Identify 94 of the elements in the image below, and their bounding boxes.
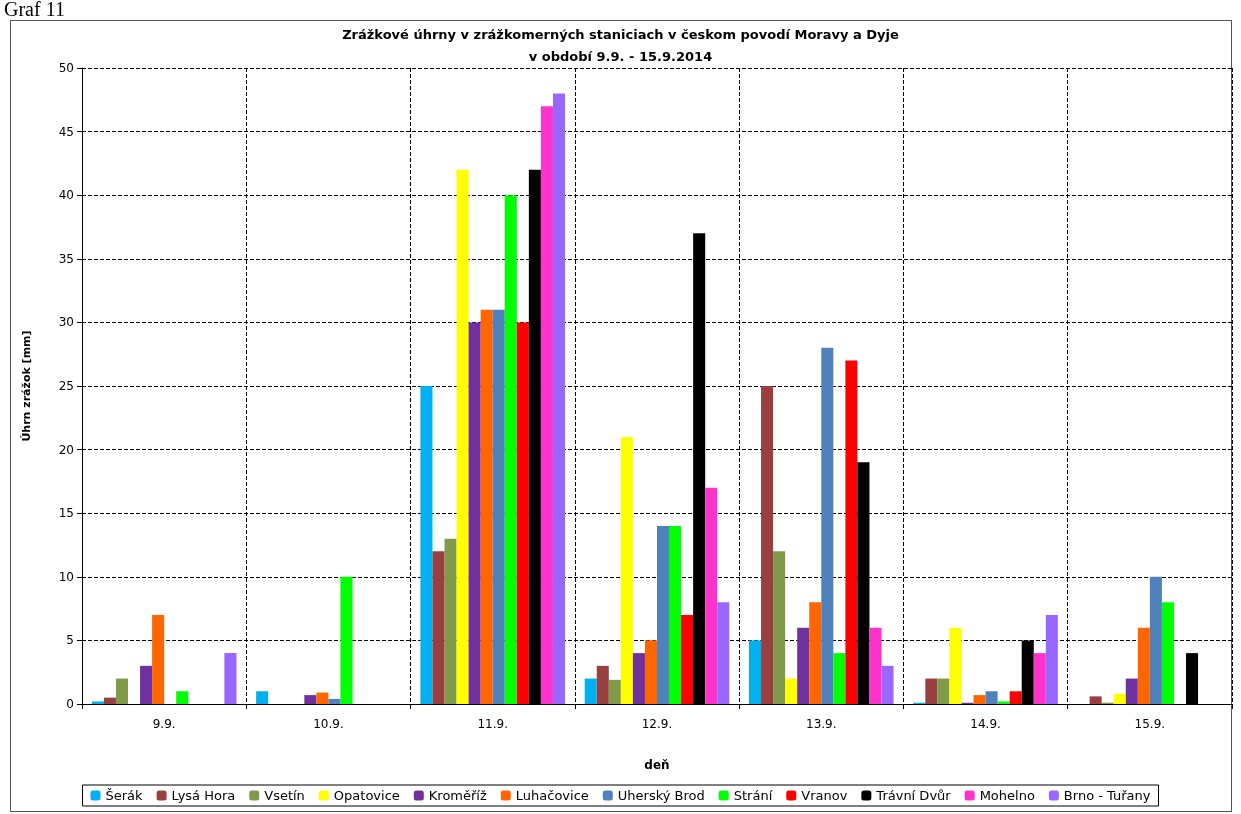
y-tick-label: 10 <box>58 569 74 584</box>
x-axis-title: deň <box>644 758 670 772</box>
y-tick-label: 5 <box>66 633 74 648</box>
bar <box>608 679 621 704</box>
bar <box>176 691 189 704</box>
bar <box>552 93 565 704</box>
bar <box>845 360 858 704</box>
bar <box>985 691 998 704</box>
bar <box>492 309 505 704</box>
x-tick-label: 15.9. <box>1134 717 1166 731</box>
x-tick-label: 9.9. <box>152 717 176 731</box>
text: Graf 11 <box>4 0 65 21</box>
bar <box>596 665 609 704</box>
bar <box>949 627 962 704</box>
bar <box>1149 576 1162 704</box>
bar <box>1113 693 1126 704</box>
bar <box>717 602 730 704</box>
bar <box>1137 627 1150 704</box>
bar <box>705 487 718 704</box>
bar <box>152 614 165 704</box>
legend-label: Vranov <box>801 788 848 803</box>
bar <box>881 665 894 704</box>
bar <box>504 195 517 704</box>
bar <box>1161 602 1174 704</box>
bar <box>809 602 822 704</box>
bar <box>480 309 493 704</box>
bar <box>224 653 237 704</box>
bar <box>1033 653 1046 704</box>
bar <box>444 538 457 704</box>
bar <box>340 576 353 704</box>
bar <box>256 691 269 704</box>
y-tick-label: 45 <box>58 124 74 139</box>
bar <box>540 106 553 704</box>
legend-label: Brno - Tuřany <box>1063 788 1151 803</box>
bar <box>620 436 633 704</box>
bar <box>516 322 529 704</box>
bar <box>456 169 469 704</box>
bar <box>925 678 938 704</box>
bar <box>669 525 682 704</box>
bar <box>773 551 786 704</box>
legend-label: Trávní Dvůr <box>875 788 952 803</box>
bar <box>316 692 329 704</box>
bar <box>1125 678 1138 704</box>
bar <box>973 695 986 704</box>
bar <box>749 640 762 704</box>
bar <box>937 678 950 704</box>
bar <box>797 627 810 704</box>
y-tick-label: 25 <box>58 379 74 393</box>
y-tick-label: 15 <box>58 506 74 521</box>
y-tick-label: 50 <box>58 61 74 75</box>
bar <box>1009 691 1022 704</box>
legend-label: Vsetín <box>264 788 305 803</box>
bar <box>833 653 846 704</box>
x-tick-label: 11.9. <box>477 717 508 731</box>
bar <box>821 347 834 704</box>
bar <box>304 695 317 704</box>
chart-title: Zrážkové úhrny v zrážkomerných staniciach v českom povodí Moravy a Dyje v období 9.9. - 15.9.2014 <box>342 26 899 64</box>
legend-label: Mohelno <box>979 788 1035 803</box>
bar <box>657 525 670 704</box>
bar <box>432 551 445 704</box>
y-tick-label: 40 <box>58 188 74 203</box>
bar <box>103 697 116 704</box>
bar <box>1089 696 1102 704</box>
y-tick-label: 20 <box>58 442 74 457</box>
bar <box>1045 614 1058 704</box>
bar <box>997 701 1010 704</box>
y-tick-label: 0 <box>66 697 74 711</box>
y-tick-label: 30 <box>58 315 74 330</box>
legend-label: Šerák <box>105 788 144 803</box>
bar <box>420 386 433 704</box>
bar <box>140 665 153 704</box>
bar <box>869 627 882 704</box>
x-tick-label: 10.9. <box>313 717 344 731</box>
legend-label: Kroměříž <box>428 788 487 803</box>
bar <box>644 640 657 704</box>
y-axis-title: Úhrn zrážok [mm] <box>20 330 33 442</box>
x-tick-label: 12.9. <box>641 717 673 731</box>
bar <box>468 322 481 704</box>
legend-label: Opatovice <box>333 788 400 803</box>
legend-label: Luhačovice <box>515 788 589 803</box>
y-tick-label: 35 <box>58 251 74 266</box>
x-tick-label: 14.9. <box>970 717 1001 731</box>
bar <box>91 701 104 704</box>
bar <box>115 678 128 704</box>
legend-label: Lysá Hora <box>171 788 236 803</box>
x-tick-label: 13.9. <box>806 717 837 731</box>
bar <box>761 386 774 704</box>
legend-label: Strání <box>733 788 773 803</box>
bar <box>681 614 694 704</box>
bar <box>584 678 597 704</box>
bar <box>328 698 341 704</box>
bar <box>785 678 798 704</box>
legend-label: Uherský Brod <box>617 788 705 803</box>
bar <box>632 653 645 704</box>
